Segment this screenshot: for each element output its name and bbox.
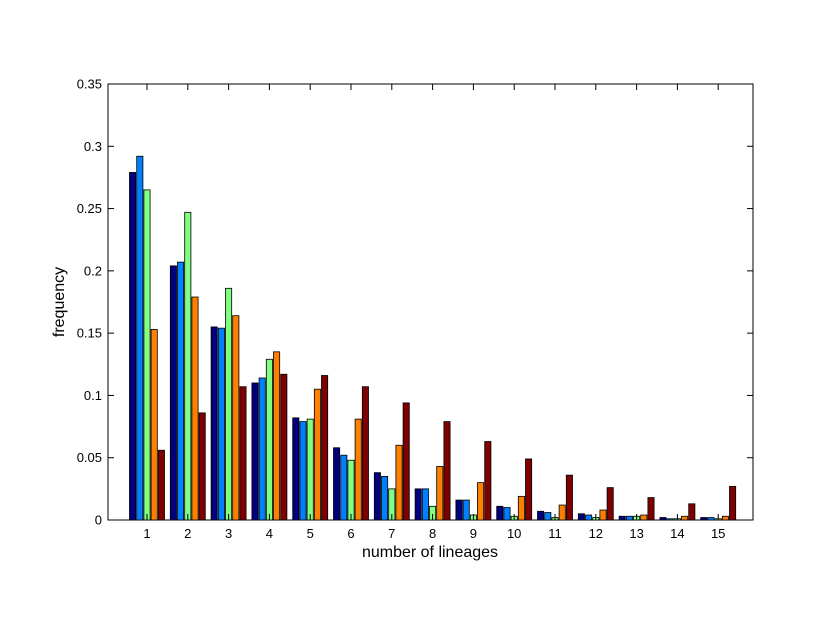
bar-12-series-5 — [606, 487, 614, 521]
y-tick-label: 0.2 — [84, 263, 102, 278]
bar-1-series-1 — [129, 172, 137, 521]
bar-10-series-2 — [503, 507, 511, 521]
bar-4-series-1 — [251, 382, 259, 521]
bar-9-series-2 — [462, 499, 470, 521]
bar-5-series-5 — [321, 375, 329, 521]
bar-8-series-1 — [414, 488, 422, 521]
y-tick-label: 0.15 — [77, 326, 102, 341]
bar-7-series-4 — [395, 444, 403, 521]
bar-10-series-1 — [496, 505, 504, 521]
bar-2-series-2 — [177, 261, 185, 521]
x-tick-label: 5 — [307, 526, 314, 541]
bar-3-series-2 — [217, 327, 225, 521]
bar-14-series-1 — [659, 517, 667, 521]
bar-1-series-2 — [136, 155, 144, 521]
bar-14-series-5 — [688, 503, 696, 521]
bar-3-series-3 — [225, 287, 233, 521]
bar-14-series-4 — [681, 515, 689, 521]
bar-6-series-5 — [361, 386, 369, 521]
x-tick-label: 14 — [670, 526, 684, 541]
bar-3-series-4 — [232, 315, 240, 521]
bar-2-series-1 — [169, 265, 177, 521]
bar-13-series-5 — [647, 497, 655, 521]
bar-4-series-4 — [273, 351, 281, 521]
bar-8-series-2 — [421, 488, 429, 521]
bar-11-series-4 — [558, 504, 566, 521]
x-tick-label: 6 — [347, 526, 354, 541]
x-tick-label: 13 — [629, 526, 643, 541]
bar-13-series-4 — [640, 514, 648, 521]
y-tick-label: 0.25 — [77, 201, 102, 216]
y-axis-ticks: 0 0.05 0.1 0.15 0.2 0.25 0.3 0.35 — [77, 77, 753, 528]
bar-9-series-1 — [455, 499, 463, 521]
x-tick-label: 9 — [470, 526, 477, 541]
bar-15-series-1 — [700, 517, 708, 521]
bar-12-series-4 — [599, 509, 607, 521]
bar-5-series-1 — [292, 417, 300, 521]
bar-2-series-4 — [191, 296, 199, 521]
x-tick-label: 12 — [589, 526, 603, 541]
bar-15-series-5 — [729, 485, 737, 521]
bar-2-series-5 — [198, 412, 206, 521]
bar-7-series-5 — [402, 402, 410, 521]
y-tick-label: 0 — [95, 513, 102, 528]
bar-1-series-5 — [157, 449, 165, 521]
bar-11-series-5 — [565, 474, 573, 521]
bar-7-series-1 — [373, 472, 381, 521]
y-tick-label: 0.35 — [77, 77, 102, 92]
bar-4-series-2 — [258, 377, 266, 521]
bar-14-series-2 — [666, 518, 674, 521]
y-tick-label: 0.05 — [77, 450, 102, 465]
x-tick-label: 1 — [143, 526, 150, 541]
bar-3-series-1 — [210, 326, 218, 521]
bar-6-series-2 — [340, 454, 348, 521]
bar-3-series-5 — [239, 386, 247, 521]
bar-1-series-4 — [150, 329, 158, 521]
bar-7-series-2 — [381, 475, 389, 521]
bar-8-series-4 — [436, 466, 444, 521]
bar-15-series-4 — [721, 515, 729, 521]
bar-10-series-5 — [525, 458, 533, 521]
bars-group — [129, 155, 737, 521]
bar-5-series-3 — [306, 418, 314, 521]
bar-6-series-3 — [347, 459, 355, 521]
bar-10-series-4 — [517, 495, 525, 521]
bar-1-series-3 — [143, 189, 151, 521]
x-tick-label: 2 — [184, 526, 191, 541]
bar-6-series-4 — [354, 418, 362, 521]
x-axis-ticks: 1 2 3 4 5 6 7 8 9 10 11 12 13 14 15 — [143, 84, 725, 541]
bar-8-series-5 — [443, 421, 451, 521]
bar-5-series-2 — [299, 421, 307, 521]
x-tick-label: 8 — [429, 526, 436, 541]
y-tick-label: 0.3 — [84, 139, 102, 154]
bar-6-series-1 — [333, 447, 341, 521]
bar-4-series-3 — [265, 358, 273, 521]
x-tick-label: 3 — [225, 526, 232, 541]
bar-4-series-5 — [280, 373, 288, 521]
x-tick-label: 7 — [388, 526, 395, 541]
bar-9-series-5 — [484, 441, 492, 521]
x-tick-label: 4 — [266, 526, 273, 541]
bar-2-series-3 — [184, 211, 192, 521]
bar-12-series-2 — [585, 514, 593, 521]
x-axis-label: number of lineages — [362, 544, 498, 561]
bar-13-series-1 — [618, 515, 626, 521]
x-tick-label: 11 — [548, 526, 562, 541]
y-axis-label: frequency — [51, 267, 68, 337]
bar-9-series-4 — [477, 482, 485, 521]
bar-13-series-2 — [625, 515, 633, 521]
bar-12-series-1 — [577, 513, 585, 521]
bar-11-series-2 — [544, 512, 552, 521]
y-tick-label: 0.1 — [84, 388, 102, 403]
x-tick-label: 15 — [711, 526, 725, 541]
x-tick-label: 10 — [507, 526, 521, 541]
bar-11-series-1 — [537, 510, 545, 521]
bar-5-series-4 — [313, 388, 321, 521]
bar-15-series-2 — [707, 517, 715, 521]
